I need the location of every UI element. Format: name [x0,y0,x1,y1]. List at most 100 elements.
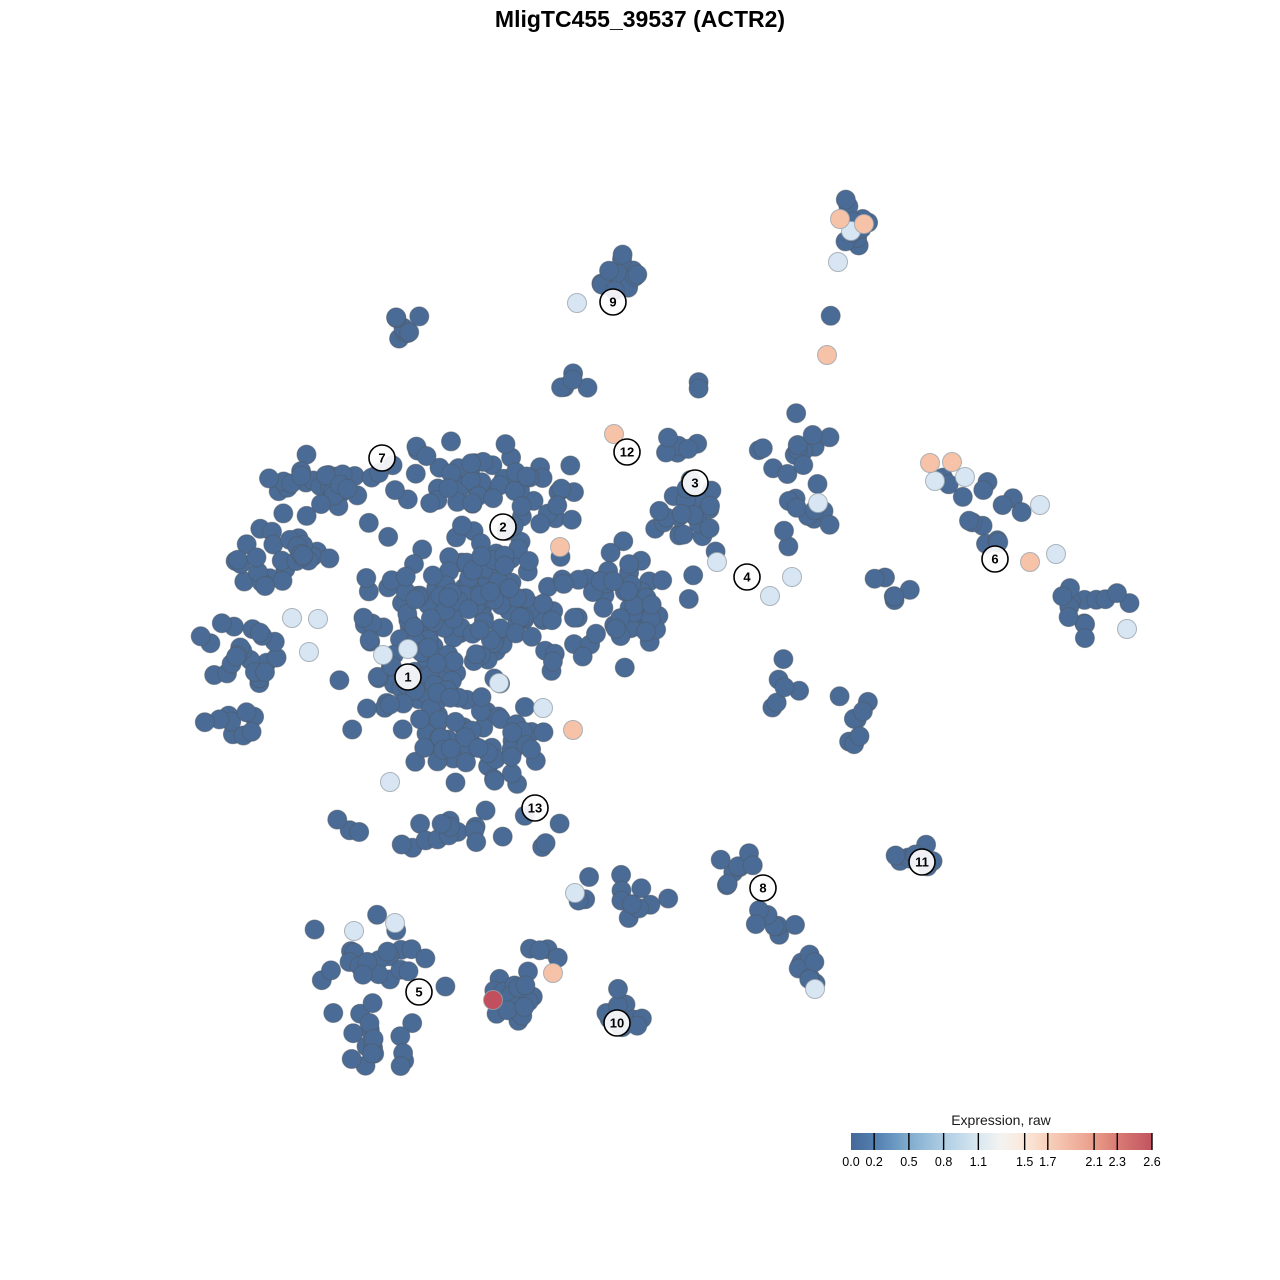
cell-point [390,1026,411,1047]
cell-point [787,435,808,455]
legend-tick-label: 1.5 [1016,1155,1033,1169]
cell-point [255,662,275,683]
cell-point-light_blue [344,921,364,941]
cell-point [361,1043,382,1064]
cell-point [480,581,501,602]
cluster-label-number: 3 [691,476,698,491]
cell-point [560,455,581,476]
cell-point [458,599,479,620]
cell-point-light_blue [955,467,975,487]
cell-point-salmon [854,214,874,234]
legend-tick-label: 1.1 [970,1155,987,1169]
cell-point [405,463,426,484]
cell-point [315,465,336,486]
cell-point [608,978,628,999]
cluster-label-6: 6 [981,545,1009,573]
cell-point [627,1015,648,1036]
cluster-label-circle [981,545,1009,573]
cell-point [535,833,556,854]
cell-point [469,620,490,640]
cell-point [461,453,482,474]
cell-point [852,701,873,722]
cell-point [401,939,422,960]
cell-point [678,589,699,609]
cell-point [194,712,215,733]
cell-point [455,727,476,748]
cell-point [410,709,430,730]
cell-point-light_blue [808,493,828,513]
cell-point [249,622,270,643]
cell-point [627,264,648,285]
cell-point [499,578,520,599]
cell-point [547,495,568,516]
cell-point [273,503,294,524]
highlight-points-layer [282,209,1137,1010]
cell-point-salmon [543,963,563,983]
cluster-label-circle [603,1009,631,1037]
cell-point-salmon [830,209,850,229]
cell-point [272,570,293,591]
legend-tick-label: 2.1 [1085,1155,1102,1169]
cell-point-light_blue [828,252,848,272]
cell-point [752,438,773,459]
cell-point [386,307,407,328]
cell-point [492,826,513,847]
cell-point [426,653,447,674]
cell-point [786,403,807,424]
legend-tick-labels: 0.0 0.2 0.5 0.8 1.1 1.5 1.7 2.1 2.3 2.6 [842,1155,1160,1169]
cell-point [742,855,763,876]
cell-point [323,1003,344,1023]
cluster-label-1: 1 [394,663,422,691]
cell-point [542,651,563,672]
cell-point [572,646,593,667]
cell-point [377,941,398,962]
cell-point [438,587,459,608]
cell-point-light_blue [398,639,418,659]
cell-point-light_blue [385,913,405,933]
cell-point-light_blue [282,608,302,628]
cell-point [802,425,823,445]
cell-point [710,849,731,870]
cell-point [521,739,542,760]
cell-point [619,554,640,575]
legend-tick-label: 1.7 [1039,1155,1056,1169]
cell-point-light_blue [1117,619,1137,639]
cell-point [329,670,350,691]
cell-point [380,694,400,715]
cell-point [402,1013,423,1034]
cell-point [516,466,537,487]
legend-ticks [873,1133,1153,1150]
cell-point [973,480,994,500]
cell-point [551,478,572,499]
cell-point [343,1023,364,1044]
cell-point [501,746,522,767]
cluster-label-circle [405,978,433,1006]
cluster-label-number: 7 [378,451,385,466]
cell-point-red [483,990,503,1010]
cell-point [395,566,416,587]
cell-point [495,434,516,455]
cell-point [599,260,620,281]
cell-point [293,545,314,566]
cell-point [378,526,399,547]
cell-point [562,369,583,390]
cell-point [484,770,505,791]
cluster-label-2: 2 [489,513,517,541]
cluster-label-number: 2 [499,520,506,535]
cluster-label-number: 11 [915,855,929,870]
cell-point [367,666,388,687]
cell-point [362,993,383,1014]
cell-point [494,555,515,576]
cell-point [658,427,678,448]
cell-point [414,737,435,758]
cell-point-light_blue [760,586,780,606]
cell-point [641,594,662,615]
cell-point [793,455,814,476]
cluster-label-number: 4 [743,570,751,585]
cell-point [399,322,420,343]
cell-point [804,952,825,973]
cell-point [296,505,317,526]
cell-point [529,940,550,961]
